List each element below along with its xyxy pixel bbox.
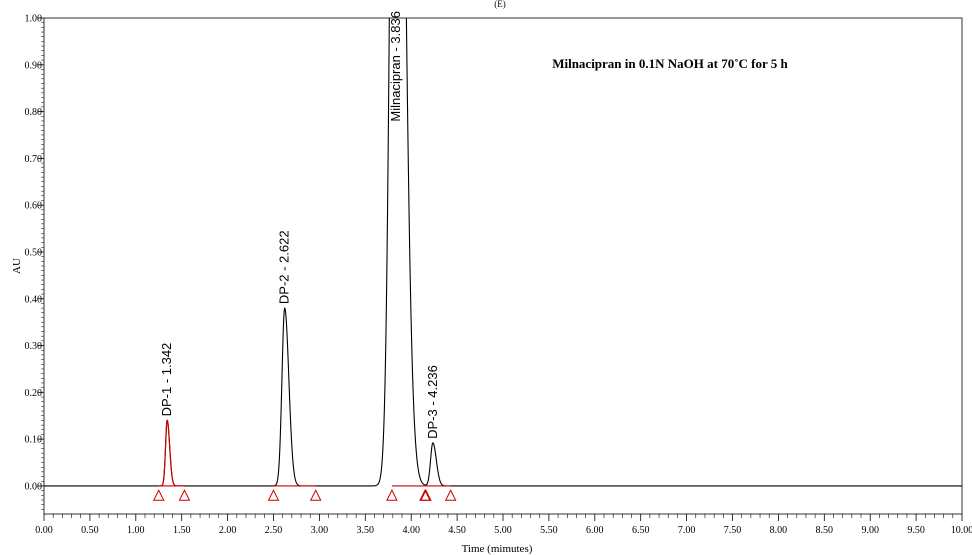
plot-area: 0.00 0.50 1.00 1.50 2.00 2.50 3.00 3.50 4.00 4.50… (25, 11, 972, 536)
x-tick-label: 5.50 (540, 525, 558, 536)
y-tick-label: 0.40 (25, 294, 43, 305)
x-tick-label: 2.50 (265, 525, 283, 536)
y-tick-label: 0.50 (25, 247, 43, 258)
x-tick-label: 0.00 (35, 525, 53, 536)
x-tick-label: 6.00 (586, 525, 604, 536)
peak-label: Milnacipran - 3.836 (388, 11, 403, 122)
x-tick-label: 10.00 (951, 525, 972, 536)
x-tick-label: 4.50 (448, 525, 466, 536)
x-tick-label: 9.50 (907, 525, 925, 536)
x-tick-label: 2.00 (219, 525, 237, 536)
x-tick-label: 1.50 (173, 525, 191, 536)
y-tick-label: 0.20 (25, 388, 43, 399)
y-tick-label: 0.90 (25, 60, 43, 71)
baseline-marker (386, 489, 398, 501)
peak-label: DP-1 - 1.342 (159, 343, 174, 417)
x-tick-label: 3.00 (311, 525, 329, 536)
baseline-marker (444, 489, 457, 501)
x-tick-label: 6.50 (632, 525, 650, 536)
y-tick-label: 0.30 (25, 341, 43, 352)
y-tick-label: 0.70 (25, 154, 43, 165)
x-tick-label: 8.50 (816, 525, 834, 536)
y-tick-label: 0.80 (25, 107, 43, 118)
baseline-marker (420, 489, 432, 501)
x-tick-label: 3.50 (357, 525, 375, 536)
plot-frame (43, 17, 963, 515)
x-tick-label: 9.00 (861, 525, 879, 536)
chromatogram-trace (44, 18, 962, 487)
y-tick-label: 1.00 (25, 14, 43, 25)
baseline-marker (267, 489, 280, 501)
x-tick-label: 7.50 (724, 525, 742, 536)
y-axis-label: AU (11, 258, 23, 274)
chart-top-label: (E) (494, 0, 506, 9)
x-tick-label: 7.00 (678, 525, 696, 536)
x-tick-label: 5.00 (494, 525, 512, 536)
baseline-marker (309, 489, 322, 501)
x-tick-label: 4.00 (402, 525, 420, 536)
chart-annotation: Milnacipran in 0.1N NaOH at 70˚C for 5 h (552, 56, 788, 71)
y-tick-label: 0.60 (25, 201, 43, 212)
x-axis-label: Time (mimutes) (462, 543, 533, 555)
peak-label: DP-2 - 2.622 (277, 230, 292, 304)
x-tick-label: 1.00 (127, 525, 145, 536)
y-tick-label: 0.00 (25, 481, 43, 492)
baseline-marker (178, 489, 191, 501)
integrated-peak-trace (158, 419, 185, 487)
peak-label: DP-3 - 4.236 (425, 365, 440, 439)
x-tick-label: 8.00 (770, 525, 788, 536)
baseline-marker (152, 489, 165, 501)
x-tick-label: 0.50 (81, 525, 99, 536)
y-tick-label: 0.10 (25, 435, 43, 446)
